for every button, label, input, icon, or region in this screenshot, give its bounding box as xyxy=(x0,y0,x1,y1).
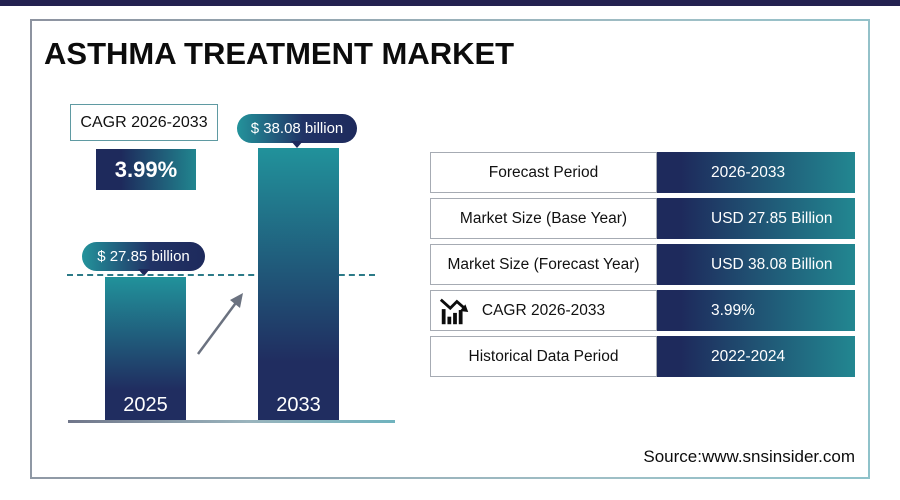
source-text: Source:www.snsinsider.com xyxy=(643,447,855,466)
table-row: Forecast Period 2026-2033 xyxy=(430,152,855,193)
table-row: Market Size (Forecast Year) USD 38.08 Bi… xyxy=(430,244,855,285)
callout-pointer-icon xyxy=(137,269,150,276)
bar-callout-2033-label: $ 38.08 billion xyxy=(250,120,344,137)
table-row-label: Forecast Period xyxy=(430,152,657,193)
chart-baseline xyxy=(68,420,395,423)
bar-2025-year-label: 2025 xyxy=(123,394,168,416)
bar-callout-2025: $ 27.85 billion xyxy=(82,242,205,276)
reference-dashed-line xyxy=(67,274,375,276)
table-row-value: 3.99% xyxy=(657,290,855,331)
table-row-value: USD 38.08 Billion xyxy=(657,244,855,285)
declining-chart-icon xyxy=(439,298,469,325)
table-row-value: USD 27.85 Billion xyxy=(657,198,855,239)
cagr-period-box: CAGR 2026-2033 xyxy=(70,104,218,141)
growth-arrow-icon xyxy=(196,293,243,355)
bar-callout-2033: $ 38.08 billion xyxy=(237,114,357,148)
bar-2033: 2033 xyxy=(258,148,339,422)
cagr-period-label: CAGR 2026-2033 xyxy=(80,113,208,131)
page-title: ASTHMA TREATMENT MARKET xyxy=(44,36,515,71)
table-row: Historical Data Period 2022-2024 xyxy=(430,336,855,377)
callout-pointer-icon xyxy=(291,141,303,148)
table-row: Market Size (Base Year) USD 27.85 Billio… xyxy=(430,198,855,239)
cagr-value-label: 3.99% xyxy=(114,156,178,182)
summary-table: Forecast Period 2026-2033 Market Size (B… xyxy=(430,152,855,382)
table-row-label: Market Size (Forecast Year) xyxy=(430,244,657,285)
bar-callout-2025-label: $ 27.85 billion xyxy=(97,248,190,265)
table-row-value: 2022-2024 xyxy=(657,336,855,377)
table-row-label-text: CAGR 2026-2033 xyxy=(481,301,606,319)
cagr-value-box: 3.99% xyxy=(96,149,196,190)
table-row: CAGR 2026-2033 3.99% xyxy=(430,290,855,331)
bar-2025: 2025 xyxy=(105,277,186,422)
top-accent-bar xyxy=(0,0,900,6)
table-row-label: Historical Data Period xyxy=(430,336,657,377)
table-row-label: CAGR 2026-2033 xyxy=(430,290,657,331)
bar-2033-year-label: 2033 xyxy=(276,394,321,416)
table-row-label: Market Size (Base Year) xyxy=(430,198,657,239)
table-row-value: 2026-2033 xyxy=(657,152,855,193)
